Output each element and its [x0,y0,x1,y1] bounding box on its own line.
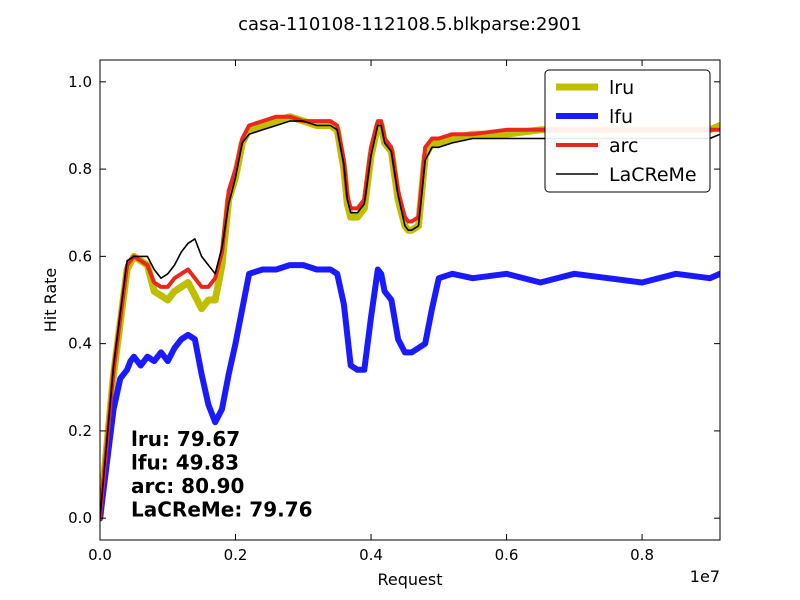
x-tick-label: 0.0 [88,546,112,564]
y-tick-label: 0.6 [68,247,92,265]
series-layer [100,113,720,522]
y-axis-label: Hit Rate [41,268,60,333]
x-axis-label: Request [378,570,443,589]
y-tick-label: 0.0 [68,509,92,527]
x-tick-label: 0.2 [224,546,248,564]
annotation-lacreme: LaCReMe: 79.76 [131,498,313,522]
x-axis: 0.0 0.2 0.4 0.6 0.8 [88,60,654,564]
annotation-lfu: lfu: 49.83 [131,451,239,475]
legend: lru lfu arc LaCReMe [544,69,711,193]
annotation-arc: arc: 80.90 [131,474,244,498]
legend-label-arc: arc [609,135,638,157]
plot-frame [99,59,721,541]
legend-label-lacreme: LaCReMe [609,164,697,186]
annotation-lru: lru: 79.67 [131,427,240,451]
series-line-lfu [100,262,720,522]
x-tick-label: 0.4 [359,546,383,564]
y-tick-label: 0.2 [68,422,92,440]
series-line-lacreme [100,120,720,520]
y-axis: 0.0 0.2 0.4 0.6 0.8 1.0 [68,73,720,527]
chart-title: casa-110108-112108.5.blkparse:2901 [238,14,582,35]
legend-box [544,69,711,193]
y-tick-label: 1.0 [68,73,92,91]
legend-label-lfu: lfu [609,106,633,128]
x-axis-offset-label: 1e7 [690,567,720,586]
legend-label-lru: lru [609,77,634,99]
x-tick-label: 0.6 [495,546,519,564]
y-tick-label: 0.8 [68,160,92,178]
series-line-arc [100,114,720,521]
x-tick-label: 0.8 [630,546,654,564]
y-tick-label: 0.4 [68,335,92,353]
